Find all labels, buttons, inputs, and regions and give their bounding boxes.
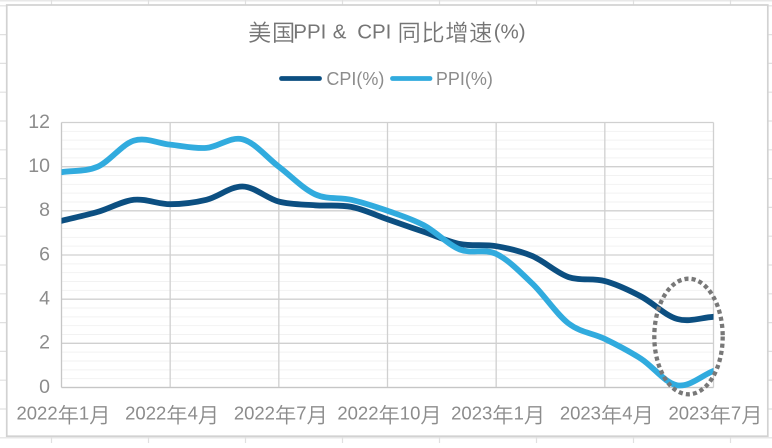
svg-text:4: 4	[622, 403, 632, 424]
svg-text:1: 1	[79, 403, 89, 424]
svg-text:7: 7	[731, 403, 741, 424]
svg-text:CPI(%): CPI(%)	[326, 69, 384, 89]
svg-text:7: 7	[296, 403, 306, 424]
svg-text:10: 10	[28, 155, 50, 177]
svg-text:2: 2	[39, 332, 50, 354]
svg-text:PPI(%): PPI(%)	[436, 69, 493, 89]
svg-text:12: 12	[28, 111, 50, 133]
svg-text:2022: 2022	[125, 403, 166, 424]
svg-text:2023: 2023	[560, 403, 601, 424]
svg-text:&: &	[333, 20, 347, 43]
svg-text:0: 0	[39, 376, 50, 398]
svg-text:2022: 2022	[234, 403, 275, 424]
svg-text:2022: 2022	[337, 403, 378, 424]
svg-text:4: 4	[39, 288, 50, 310]
svg-text:6: 6	[39, 243, 50, 265]
svg-text:2023: 2023	[451, 403, 492, 424]
svg-text:10: 10	[400, 403, 421, 424]
svg-text:2023: 2023	[668, 403, 709, 424]
svg-text:8: 8	[39, 199, 50, 221]
svg-text:PPI: PPI	[293, 20, 326, 43]
svg-text:1: 1	[514, 403, 524, 424]
svg-text:2022: 2022	[16, 403, 57, 424]
svg-text:CPI: CPI	[357, 20, 391, 43]
svg-text:(%): (%)	[494, 20, 526, 43]
svg-text:4: 4	[188, 403, 198, 424]
